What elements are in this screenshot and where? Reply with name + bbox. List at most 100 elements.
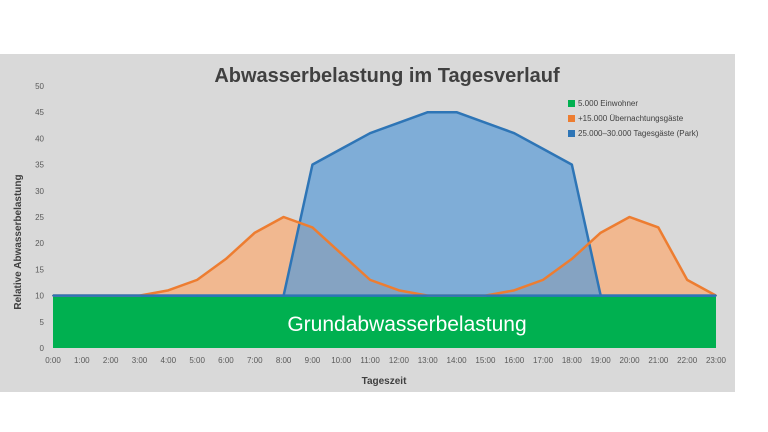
y-tick-label-30: 30: [35, 187, 44, 196]
data-point-5-000-einwohner-5: [196, 294, 198, 297]
data-point-15-000-bernachtungsg-ste-21: [657, 226, 660, 229]
x-tick-label-1-00: 1:00: [74, 356, 90, 365]
x-tick-label-19-00: 19:00: [591, 356, 612, 365]
x-tick-label-14-00: 14:00: [447, 356, 468, 365]
data-point-5-000-einwohner-7: [253, 294, 256, 297]
x-tick-label-23-00: 23:00: [706, 356, 727, 365]
data-point-15-000-bernachtungsg-ste-7: [253, 231, 256, 234]
y-tick-label-50: 50: [35, 82, 44, 91]
x-tick-label-7-00: 7:00: [247, 356, 263, 365]
data-point-5-000-einwohner-16: [513, 294, 516, 297]
data-point-5-000-einwohner-14: [455, 294, 458, 297]
data-point-5-000-einwohner-6: [225, 294, 227, 297]
x-tick-label-21-00: 21:00: [648, 356, 669, 365]
data-point-5-000-einwohner-21: [657, 294, 660, 297]
chart-panel: Abwasserbelastung im Tagesverlauf Relati…: [0, 54, 735, 392]
x-tick-label-11-00: 11:00: [360, 356, 380, 365]
data-point-15-000-bernachtungsg-ste-20: [628, 216, 631, 218]
x-tick-label-5-00: 5:00: [189, 356, 205, 365]
x-tick-label-18-00: 18:00: [562, 356, 583, 365]
data-point-5-000-einwohner-0: [52, 294, 54, 297]
data-point-15-000-bernachtungsg-ste-9: [311, 226, 314, 229]
x-tick-label-2-00: 2:00: [103, 356, 119, 365]
data-point-5-000-einwohner-4: [167, 294, 170, 297]
legend: 5.000 Einwohner +15.000 Übernachtungsgäst…: [568, 99, 699, 138]
x-tick-label-15-00: 15:00: [475, 356, 496, 365]
data-point-5-000-einwohner-15: [484, 294, 487, 297]
legend-swatch-25-000-30-000-tagesg-ste-park: [568, 130, 575, 137]
legend-swatch-15-000-bernachtungsg-ste: [568, 115, 575, 122]
x-tick-label-3-00: 3:00: [132, 356, 148, 365]
data-point-5-000-einwohner-8: [282, 294, 285, 297]
data-point-5-000-einwohner-10: [340, 294, 343, 297]
legend-swatch-5-000-einwohner: [568, 100, 575, 107]
data-point-15-000-bernachtungsg-ste-4: [167, 289, 170, 292]
x-tick-label-20-00: 20:00: [620, 356, 641, 365]
series-area-5-000-einwohner: [53, 295, 716, 348]
x-tick-label-16-00: 16:00: [504, 356, 525, 365]
data-point-25-000-30-000-tagesg-ste-park-12: [398, 121, 400, 124]
legend-entry-15-000-bernachtungsg-ste: +15.000 Übernachtungsgäste: [578, 114, 684, 123]
data-point-15-000-bernachtungsg-ste-6: [225, 258, 227, 260]
plot-area: 0 5 10 15 20 25 30 35 40 45 50 0:00 1:00 2:00 3:00 4:00…: [35, 82, 726, 365]
data-point-5-000-einwohner-11: [369, 294, 371, 297]
series-area-25-000-30-000-tagesg-ste-park: [53, 112, 716, 296]
data-point-5-000-einwohner-19: [599, 294, 602, 297]
chart-title: Abwasserbelastung im Tagesverlauf: [214, 65, 560, 87]
data-point-15-000-bernachtungsg-ste-12: [398, 289, 400, 292]
data-point-15-000-bernachtungsg-ste-11: [369, 279, 371, 281]
y-tick-label-20: 20: [35, 239, 44, 248]
data-point-15-000-bernachtungsg-ste-17: [542, 279, 544, 281]
x-tick-label-10-00: 10:00: [331, 356, 352, 365]
y-tick-label-15: 15: [35, 265, 44, 274]
data-point-5-000-einwohner-22: [686, 294, 688, 297]
x-tick-label-13-00: 13:00: [418, 356, 439, 365]
data-point-15-000-bernachtungsg-ste-22: [686, 279, 688, 281]
x-tick-label-4-00: 4:00: [161, 356, 177, 365]
y-tick-label-0: 0: [40, 344, 45, 353]
data-point-5-000-einwohner-13: [426, 294, 429, 297]
legend-entry-5-000-einwohner: 5.000 Einwohner: [578, 99, 638, 108]
data-point-25-000-30-000-tagesg-ste-park-10: [340, 148, 343, 150]
y-tick-label-45: 45: [35, 108, 44, 117]
data-point-25-000-30-000-tagesg-ste-park-16: [513, 132, 516, 134]
data-point-5-000-einwohner-18: [571, 294, 573, 297]
base-load-annotation: Grundabwasserbelastung: [287, 313, 526, 336]
data-point-25-000-30-000-tagesg-ste-park-9: [311, 163, 314, 166]
data-point-25-000-30-000-tagesg-ste-park-15: [484, 121, 487, 124]
data-point-25-000-30-000-tagesg-ste-park-17: [542, 148, 544, 150]
y-tick-label-5: 5: [40, 318, 45, 327]
data-point-5-000-einwohner-9: [311, 294, 314, 297]
data-point-15-000-bernachtungsg-ste-5: [196, 279, 198, 281]
data-point-25-000-30-000-tagesg-ste-park-13: [426, 111, 429, 113]
x-tick-label-9-00: 9:00: [305, 356, 321, 365]
data-point-15-000-bernachtungsg-ste-18: [571, 258, 573, 260]
y-tick-label-35: 35: [35, 161, 44, 170]
x-tick-label-12-00: 12:00: [389, 356, 410, 365]
y-tick-label-25: 25: [35, 213, 44, 222]
x-axis-label: Tageszeit: [362, 376, 407, 387]
data-point-15-000-bernachtungsg-ste-10: [340, 252, 343, 255]
legend-entry-25-000-30-000-tagesg-ste-park: 25.000–30.000 Tagesgäste (Park): [578, 129, 699, 138]
x-tick-label-6-00: 6:00: [218, 356, 234, 365]
data-point-15-000-bernachtungsg-ste-19: [599, 231, 602, 234]
x-tick-label-22-00: 22:00: [677, 356, 698, 365]
x-tick-label-17-00: 17:00: [533, 356, 554, 365]
data-point-5-000-einwohner-17: [542, 294, 544, 297]
series-line-15-000-bernachtungsg-ste: [53, 215, 717, 297]
data-point-25-000-30-000-tagesg-ste-park-18: [571, 163, 573, 166]
data-point-5-000-einwohner-20: [628, 294, 631, 297]
data-point-25-000-30-000-tagesg-ste-park-14: [455, 111, 458, 113]
data-point-5-000-einwohner-1: [81, 294, 83, 297]
x-tick-label-0-00: 0:00: [45, 356, 61, 365]
y-tick-label-40: 40: [35, 134, 44, 143]
y-axis-label: Relative Abwasserbelastung: [13, 174, 24, 309]
data-point-15-000-bernachtungsg-ste-16: [513, 289, 516, 292]
data-point-15-000-bernachtungsg-ste-8: [282, 216, 285, 218]
x-tick-label-8-00: 8:00: [276, 356, 292, 365]
y-tick-label-10: 10: [35, 292, 44, 301]
data-point-5-000-einwohner-2: [109, 294, 112, 297]
data-point-25-000-30-000-tagesg-ste-park-11: [369, 132, 371, 134]
data-point-5-000-einwohner-3: [138, 294, 141, 297]
chart-svg: Abwasserbelastung im Tagesverlauf Relati…: [13, 65, 727, 387]
